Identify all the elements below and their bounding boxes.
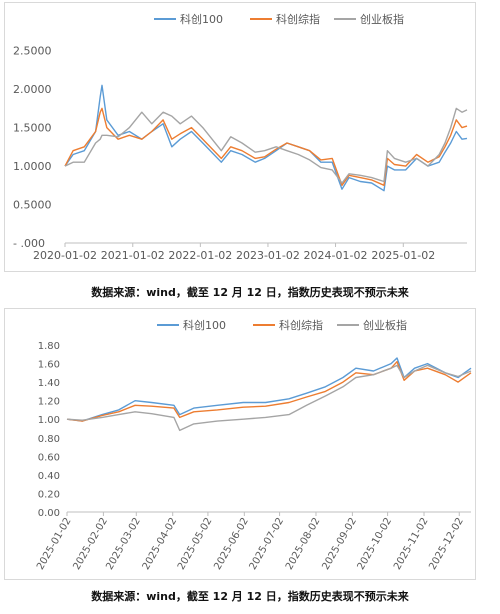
x-tick-label: 2025-10-02 [356,516,395,572]
y-tick-label: 0.20 [38,489,60,500]
y-tick-label: 1.0000 [13,160,52,173]
y-tick-label: 0.60 [38,452,60,463]
y-tick-label: 1.5000 [13,122,52,135]
x-tick-label: 2025-03-02 [104,516,143,572]
y-tick-label: 0.80 [38,434,60,445]
y-tick-label: 1.20 [38,397,60,408]
x-tick-label: 2025-05-02 [176,516,215,572]
source-note: 数据来源：wind，截至 12 月 12 日，指数历史表现不预示未来 [91,590,409,603]
line-chart-2025: 科创100 科创综指 创业板指 1.80 1.60 1.40 1.20 1.00 0.80 0.6… [35,318,472,572]
chart-panel-2025: 科创100 科创综指 创业板指 1.80 1.60 1.40 1.20 1.00 0.80 0.6… [4,308,476,580]
series-line-2 [64,107,468,184]
y-tick-label: - .000 [13,237,45,250]
series-line-0 [64,84,468,192]
x-tick-label: 2025-02-02 [71,516,110,572]
legend-label-0: 科创100 [180,12,223,26]
y-tick-label: 0.00 [38,508,60,519]
series-line-2 [66,364,472,432]
y-tick-label: 1.60 [38,360,60,371]
x-tick-label: 2025-04-02 [141,516,180,572]
y-tick-label: 1.80 [38,341,60,352]
x-tick-label: 2025-08-02 [284,516,323,572]
x-tick-label: 2023-01-02 [236,249,300,262]
x-tick-label: 2025-06-02 [212,516,251,572]
legend-label-2: 创业板指 [360,12,404,26]
series-line-1 [66,361,472,422]
legend-label-1: 科创综指 [279,318,323,332]
y-tick-label: 1.40 [38,378,60,389]
x-tick-label: 2022-01-02 [168,249,232,262]
y-tick-label: 1.00 [38,415,60,426]
series-line-0 [66,357,472,422]
legend-label-0: 科创100 [183,318,226,332]
x-tick-label: 2021-01-02 [101,249,165,262]
x-tick-label: 2025-07-02 [248,516,287,572]
x-tick-label: 2024-01-02 [304,249,368,262]
chart-panel-cumulative: 科创100 科创综指 创业板指 2.5000 2.0000 1.5000 1.0000 0.5… [4,2,476,272]
x-tick-label: 2025-01-02 [35,516,74,572]
legend-label-1: 科创综指 [276,12,320,26]
source-note: 数据来源：wind，截至 12 月 12 日，指数历史表现不预示未来 [91,286,409,299]
y-tick-label: 0.5000 [13,199,52,212]
x-tick-label: 2025-11-02 [392,516,431,572]
x-tick-label: 2020-01-02 [33,249,97,262]
x-tick-label: 2025-12-02 [427,516,466,572]
x-tick-label: 2025-09-02 [320,516,359,572]
line-chart-cumulative: 科创100 科创综指 创业板指 2.5000 2.0000 1.5000 1.0000 0.5… [13,12,468,262]
x-tick-label: 2025-01-02 [371,249,435,262]
series-line-1 [64,107,468,187]
legend-label-2: 创业板指 [363,318,407,332]
y-tick-label: 2.0000 [13,83,52,96]
y-tick-label: 0.40 [38,471,60,482]
y-tick-label: 2.5000 [13,45,52,58]
